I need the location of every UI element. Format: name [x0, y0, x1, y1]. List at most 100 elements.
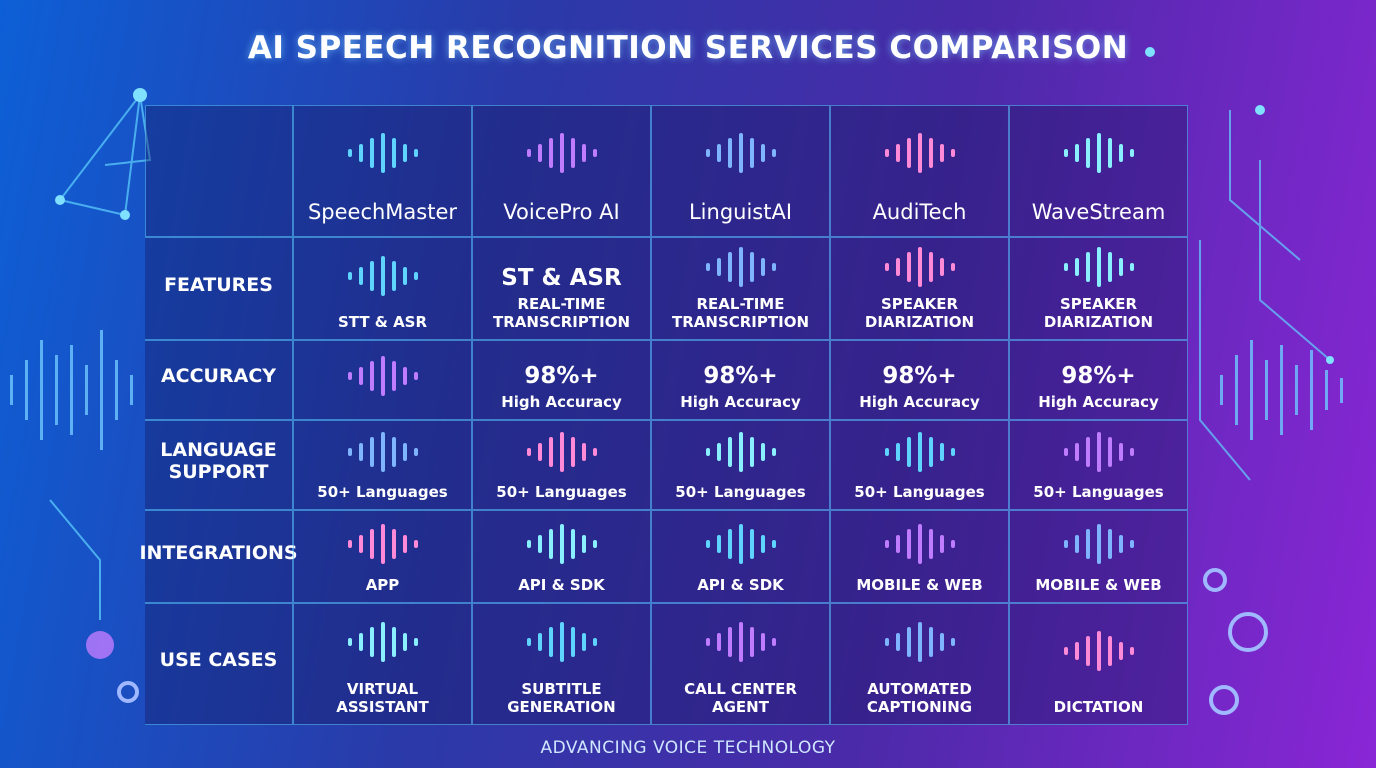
cell-highlight: 98%+	[703, 363, 778, 389]
table-cell: SUBTITLE GENERATION	[472, 603, 651, 725]
comparison-table: SpeechMaster VoicePro AI LinguistAI AudiTec…	[139, 105, 1188, 725]
icon	[1018, 604, 1179, 698]
icon-graphic	[526, 432, 597, 472]
table-cell: 50+ Languages	[1009, 420, 1188, 510]
cell-text: VIRTUAL ASSISTANT	[336, 680, 429, 716]
row-label: USE CASES	[145, 603, 293, 725]
icon-graphic	[347, 432, 418, 472]
row-label: INTEGRATIONS	[139, 510, 298, 603]
table-cell: REAL-TIME TRANSCRIPTION	[651, 237, 830, 340]
icon	[1018, 106, 1179, 200]
service-name: LinguistAI	[688, 200, 793, 224]
cell-text: MOBILE & WEB	[856, 576, 983, 594]
cell-text: STT & ASR	[337, 313, 428, 331]
title: AI SPEECH RECOGNITION SERVICES COMPARISO…	[247, 30, 1129, 66]
icon	[660, 238, 821, 295]
cell-text: SUBTITLE GENERATION	[507, 680, 616, 716]
service-name: AudiTech	[872, 200, 967, 224]
corner-cell	[145, 105, 293, 237]
row-label: FEATURES	[145, 237, 293, 340]
cell-text: AUTOMATED CAPTIONING	[866, 680, 973, 716]
cell-text: 50+ Languages	[317, 483, 448, 501]
row-label: LANGUAGE SUPPORT	[145, 420, 293, 510]
table-cell: AUTOMATED CAPTIONING	[830, 603, 1009, 725]
icon	[839, 238, 1000, 295]
icon-graphic	[884, 523, 955, 564]
cell-text: 50+ Languages	[854, 483, 985, 501]
icon	[1018, 238, 1179, 295]
cell-highlight: 98%+	[1061, 363, 1136, 389]
icon	[302, 238, 463, 313]
cell-text: 50+ Languages	[1033, 483, 1164, 501]
icon-graphic	[1063, 523, 1134, 564]
table-cell: 50+ Languages	[651, 420, 830, 510]
cell-text: High Accuracy	[859, 393, 980, 411]
icon-graphic	[884, 133, 955, 173]
cell-text: MOBILE & WEB	[1035, 576, 1162, 594]
icon	[839, 421, 1000, 483]
icon-graphic	[705, 622, 776, 662]
cell-text: High Accuracy	[1038, 393, 1159, 411]
table-cell	[293, 340, 472, 420]
cell-text: DICTATION	[1053, 698, 1144, 716]
service-name: WaveStream	[1031, 200, 1166, 224]
cell-highlight: 98%+	[882, 363, 957, 389]
icon-graphic	[884, 622, 955, 662]
cell-text: APP	[365, 576, 400, 594]
service-name: VoicePro AI	[503, 200, 620, 224]
table-cell: SPEAKER DIARIZATION	[830, 237, 1009, 340]
cell-text: CALL CENTER AGENT	[684, 680, 797, 716]
cell-text: API & SDK	[518, 576, 605, 594]
icon	[302, 511, 463, 576]
icon-graphic	[884, 246, 955, 287]
cell-text: REAL-TIME TRANSCRIPTION	[672, 295, 809, 331]
service-header: SpeechMaster	[293, 105, 472, 237]
icon-graphic	[347, 523, 418, 564]
icon	[481, 106, 642, 200]
icon	[481, 421, 642, 483]
icon-graphic	[347, 622, 418, 662]
cell-text: 50+ Languages	[675, 483, 806, 501]
icon-graphic	[347, 133, 418, 173]
icon	[660, 106, 821, 200]
icon	[660, 511, 821, 576]
table-cell: APP	[293, 510, 472, 603]
icon	[302, 341, 463, 411]
cell-highlight: ST & ASR	[501, 265, 622, 291]
icon	[1018, 511, 1179, 576]
table-cell: 50+ Languages	[293, 420, 472, 510]
table-cell: ST & ASR REAL-TIME TRANSCRIPTION	[472, 237, 651, 340]
icon-graphic	[347, 255, 418, 296]
service-header: VoicePro AI	[472, 105, 651, 237]
cell-text: High Accuracy	[501, 393, 622, 411]
icon-graphic	[705, 432, 776, 472]
icon	[1018, 421, 1179, 483]
table-cell: STT & ASR	[293, 237, 472, 340]
table-cell: 50+ Languages	[830, 420, 1009, 510]
table-cell: MOBILE & WEB	[1009, 510, 1188, 603]
icon	[660, 604, 821, 680]
table-cell: 98%+ High Accuracy	[651, 340, 830, 420]
icon-graphic	[347, 356, 418, 396]
table-cell: 98%+ High Accuracy	[830, 340, 1009, 420]
icon	[302, 421, 463, 483]
icon-graphic	[705, 523, 776, 564]
cell-text: High Accuracy	[680, 393, 801, 411]
icon	[302, 604, 463, 680]
table-cell: 98%+ High Accuracy	[1009, 340, 1188, 420]
table-cell: CALL CENTER AGENT	[651, 603, 830, 725]
service-header: AudiTech	[830, 105, 1009, 237]
icon-graphic	[705, 246, 776, 287]
cell-text: REAL-TIME TRANSCRIPTION	[493, 295, 630, 331]
icon-graphic	[884, 432, 955, 472]
icon-graphic	[1063, 631, 1134, 671]
icon	[302, 106, 463, 200]
icon-graphic	[1063, 432, 1134, 472]
table-cell: DICTATION	[1009, 603, 1188, 725]
icon-graphic	[705, 133, 776, 173]
icon	[839, 511, 1000, 576]
service-header: WaveStream	[1009, 105, 1188, 237]
service-header: LinguistAI	[651, 105, 830, 237]
